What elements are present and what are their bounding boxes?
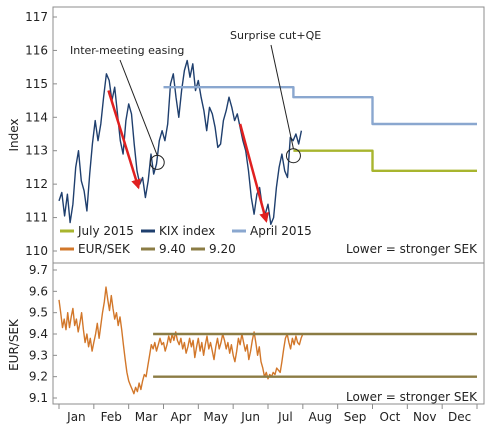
top-y-tick-label: 112 (25, 177, 48, 191)
bottom-y-tick-label: 9.6 (29, 284, 48, 298)
bottom-panel: EUR/SEK 9.1 9.2 9.3 9.4 9.5 9.6 9.7 EUR/SEK 9.4… (7, 242, 485, 405)
top-y-tick-label: 117 (25, 10, 48, 24)
top-y-tick-label: 114 (25, 110, 48, 124)
top-legend-label-kix-index: KIX index (159, 224, 215, 238)
bottom-y-tick-label: 9.4 (29, 327, 48, 341)
bottom-y-axis-label: EUR/SEK (7, 318, 21, 371)
x-tick-label-oct: Oct (380, 410, 401, 424)
top-y-tick-label: 111 (25, 211, 48, 225)
top-y-tick-label: 110 (25, 244, 48, 258)
top-annotations-layer: Inter-meeting easing Surprise cut+QE (70, 29, 321, 223)
x-tick-label-aug: Aug (309, 410, 332, 424)
bottom-y-tick-label: 9.5 (29, 306, 48, 320)
x-tick-label-sep: Sep (344, 410, 367, 424)
annotation-label-inter-meeting-easing: Inter-meeting easing (70, 44, 184, 57)
top-y-tick-label: 116 (25, 43, 48, 57)
bottom-legend-label-9-20: 9.20 (209, 242, 236, 256)
bottom-legend-label-9-40: 9.40 (159, 242, 186, 256)
annotation-label-surprise-cut-qe: Surprise cut+QE (230, 29, 321, 42)
bottom-y-ticks: 9.1 9.2 9.3 9.4 9.5 9.6 9.7 (29, 263, 57, 405)
bottom-legend: EUR/SEK 9.40 9.20 (60, 242, 236, 256)
bottom-y-tick-label: 9.1 (29, 391, 48, 405)
top-y-axis-label: Index (7, 118, 21, 151)
red-trend-arrow (107, 90, 141, 190)
bottom-y-tick-label: 9.3 (29, 348, 48, 362)
x-axis: Jan Feb Mar Apr May Jun Jul Aug Sep Oct Nov Dec (58, 404, 478, 424)
x-tick-label-may: May (203, 410, 228, 424)
x-tick-label-dec: Dec (448, 410, 471, 424)
bottom-note: Lower = stronger SEK (346, 390, 478, 404)
annotation-leader-line (119, 59, 158, 156)
top-y-tick-label: 113 (25, 144, 48, 158)
top-series-july-2015 (293, 149, 477, 172)
bottom-series-eur-sek (58, 286, 304, 395)
top-legend-label-july-2015: July 2015 (77, 224, 134, 238)
bottom-y-tick-label: 9.2 (29, 370, 48, 384)
top-series-april-2015 (163, 86, 477, 126)
red-trend-arrow (238, 123, 270, 223)
top-legend: July 2015 KIX index April 2015 (60, 224, 312, 238)
top-panel: Index 110 111 112 113 114 115 116 117 Inter-mee… (7, 6, 485, 264)
top-y-ticks: 110 111 112 113 114 115 116 117 (25, 10, 57, 258)
annotation-leader-line (270, 44, 294, 149)
x-tick-label-mar: Mar (135, 410, 158, 424)
x-tick-label-feb: Feb (101, 410, 122, 424)
bottom-y-tick-label: 9.7 (29, 263, 48, 277)
top-legend-label-april-2015: April 2015 (250, 224, 312, 238)
top-y-tick-label: 115 (25, 77, 48, 91)
bottom-series-layer (58, 286, 477, 395)
x-tick-label-jun: Jun (240, 410, 260, 424)
x-tick-label-nov: Nov (413, 410, 436, 424)
x-tick-label-apr: Apr (171, 410, 192, 424)
bottom-legend-label-eur-sek: EUR/SEK (78, 242, 131, 256)
annotation-circle (149, 154, 165, 170)
x-tick-label-jan: Jan (66, 410, 86, 424)
annotation-circle (285, 148, 301, 164)
top-note: Lower = stronger SEK (346, 242, 478, 256)
x-tick-label-jul: Jul (277, 410, 292, 424)
